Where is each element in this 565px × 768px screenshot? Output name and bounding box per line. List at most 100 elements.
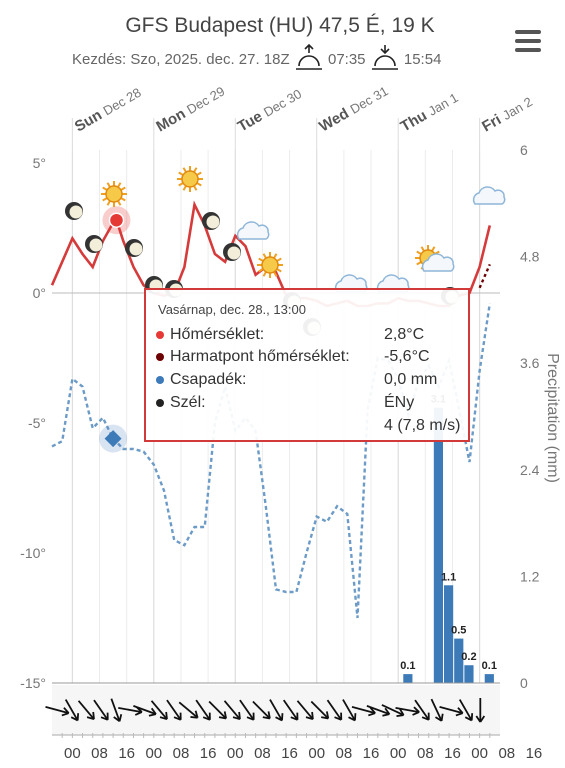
dewpoint-end-segment	[478, 263, 491, 289]
hour-label: 16	[444, 745, 461, 762]
moon-icon	[125, 239, 143, 257]
cloud-icon	[472, 186, 506, 205]
y-left-tick-label: -15°	[20, 675, 46, 691]
legend-dot-icon	[156, 330, 164, 339]
y-left-tick-label: -10°	[20, 545, 46, 561]
tooltip-row: Csapadék:	[156, 371, 247, 389]
wind-arrow-icon	[252, 700, 271, 720]
legend-dot-icon	[156, 398, 164, 407]
tooltip-row: Hőmérséklet:	[156, 326, 264, 344]
wind-arrow-icon	[208, 700, 227, 720]
tooltip-label: Harmatpont hőmérséklet:	[170, 348, 350, 365]
wind-arrow-icon	[178, 701, 199, 719]
hour-label: 16	[281, 745, 298, 762]
cloud-icon	[421, 253, 455, 272]
tooltip-row: Szél:	[156, 394, 206, 412]
wind-arrow-icon	[223, 700, 241, 721]
wind-arrow-icon	[150, 700, 168, 721]
tooltip-value: 0,0 mm	[384, 371, 438, 388]
cloud-icon	[376, 274, 410, 293]
hour-label: 16	[363, 745, 380, 762]
moon-icon	[85, 235, 103, 253]
precip-bar	[433, 407, 443, 683]
precip-data-label: 0.5	[451, 625, 466, 637]
hour-label: 16	[526, 745, 543, 762]
moon-icon	[65, 202, 83, 220]
wind-arrow-icon	[414, 699, 430, 721]
cloud-icon	[236, 221, 270, 240]
wind-arrow-icon	[326, 699, 343, 721]
legend-dot-icon	[156, 352, 164, 361]
wind-arrow-icon	[430, 698, 444, 722]
y-right-tick-label: 3.6	[520, 355, 540, 371]
wind-arrow-icon	[195, 699, 211, 721]
y-left-tick-label: 5°	[33, 155, 46, 171]
moon-icon	[223, 243, 241, 261]
hour-label: 00	[145, 745, 162, 762]
hour-label: 00	[227, 745, 244, 762]
day-label: Sun Dec 28	[72, 84, 144, 136]
tooltip-label: Csapadék:	[170, 371, 247, 388]
wind-arrow-icon	[93, 699, 109, 721]
precip-data-label: 0.1	[400, 660, 415, 672]
hour-label: 00	[308, 745, 325, 762]
dewpoint-line	[51, 303, 491, 619]
sun-icon	[257, 252, 283, 278]
y-left-tick-label: 0°	[33, 285, 46, 301]
moon-icon	[202, 212, 220, 230]
hour-label: 00	[471, 745, 488, 762]
wind-arrow-icon	[269, 699, 284, 722]
day-label: Wed Dec 31	[316, 82, 391, 135]
wind-arrow-icon	[166, 699, 182, 721]
y-right-tick-label: 0	[520, 675, 528, 691]
wind-arrow-icon	[110, 698, 123, 723]
hour-label: 00	[390, 745, 407, 762]
wind-arrow-icon	[395, 706, 420, 716]
wind-arrow-icon	[458, 699, 474, 722]
precip-data-label: 0.2	[461, 651, 476, 663]
hour-label: 08	[254, 745, 271, 762]
sunset-icon	[370, 44, 400, 76]
legend-dot-icon	[156, 375, 164, 384]
hover-point-dewpoint	[104, 430, 122, 448]
wind-arrow-icon	[310, 700, 330, 720]
hour-label: 08	[173, 745, 190, 762]
tooltip-row: Harmatpont hőmérséklet:	[156, 348, 350, 366]
wind-arrow-icon	[366, 705, 391, 717]
sunrise-time: 07:35	[327, 50, 366, 68]
hour-label: 16	[118, 745, 135, 762]
tooltip-date: Vasárnap, dec. 28., 13:00	[158, 302, 306, 317]
tooltip-value: 2,8°C	[384, 326, 425, 343]
hour-label: 08	[91, 745, 108, 762]
precip-bar	[454, 638, 464, 683]
hour-label: 08	[336, 745, 353, 762]
tooltip: Vasárnap, dec. 28., 13:00 Hőmérséklet: 2,…	[144, 288, 470, 442]
day-label: Fri Jan 2	[479, 93, 535, 135]
sunset-time: 15:54	[403, 50, 442, 68]
wind-arrow-icon	[133, 705, 157, 717]
precip-bar	[484, 674, 494, 683]
y-right-tick-label: 4.8	[520, 249, 540, 265]
day-label: Mon Dec 29	[153, 83, 227, 136]
hamburger-menu-icon[interactable]	[515, 30, 541, 52]
hour-label: 16	[200, 745, 217, 762]
cloud-icon	[334, 274, 368, 293]
wind-arrow-icon	[239, 699, 255, 721]
wind-arrow-icon	[45, 706, 70, 717]
precip-data-label: 1.1	[441, 571, 456, 583]
wind-arrow-icon	[296, 700, 314, 721]
tooltip-value: -5,6°C	[384, 348, 430, 365]
y-right-tick-label: 1.2	[520, 568, 540, 584]
day-label: Tue Dec 30	[235, 85, 305, 135]
hour-label: 08	[498, 745, 515, 762]
wind-arrow-icon	[77, 700, 95, 721]
wind-arrow-icon	[351, 706, 376, 717]
precip-bar	[464, 665, 474, 683]
wind-arrow-icon	[282, 699, 299, 721]
tooltip-value: 4 (7,8 m/s)	[384, 417, 461, 434]
day-label: Thu Jan 1	[398, 89, 461, 135]
tooltip-label: Szél:	[170, 394, 206, 411]
wind-arrow-icon	[381, 704, 405, 718]
hover-point-temperature	[108, 212, 125, 228]
